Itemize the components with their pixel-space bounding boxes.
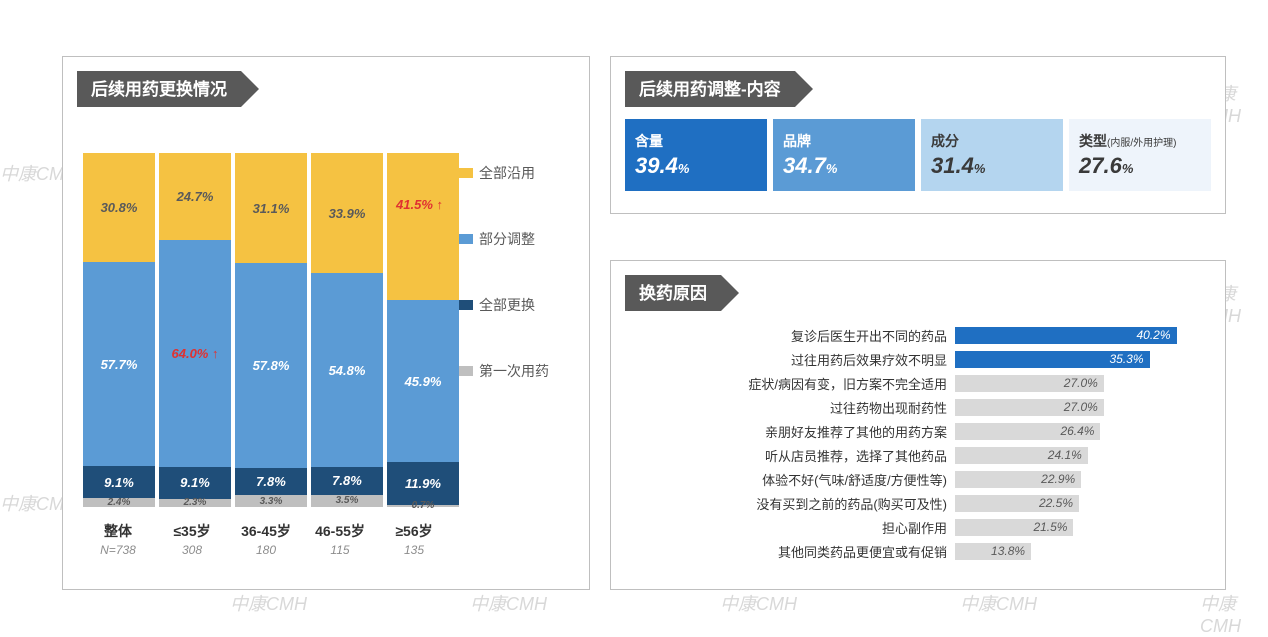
tile-value: 34.7% — [783, 153, 905, 179]
bar-segment-yellow: 30.8% — [83, 153, 155, 262]
hbar-label: 过往用药后效果疗效不明显 — [625, 350, 955, 369]
hbar-row: 过往用药后效果疗效不明显35.3% — [625, 347, 1203, 371]
bar-segment-yellow — [387, 153, 459, 300]
legend-swatch — [459, 234, 473, 244]
metric-tile: 含量39.4% — [625, 119, 767, 191]
legend-swatch — [459, 168, 473, 178]
legend-item: 全部更换 — [459, 295, 569, 315]
hbar-label: 没有买到之前的药品(购买可及性) — [625, 494, 955, 513]
panel-medication-change: 后续用药更换情况 30.8%57.7%9.1%2.4%24.7%64.0% ↑9… — [62, 56, 590, 590]
hbar-label: 复诊后医生开出不同的药品 — [625, 326, 955, 345]
legend-item: 部分调整 — [459, 229, 569, 249]
hbar-row: 过往药物出现耐药性27.0% — [625, 395, 1203, 419]
chart-legend: 全部沿用部分调整全部更换第一次用药 — [459, 163, 569, 381]
hbar: 13.8% — [955, 543, 1031, 560]
hbar-label: 体验不好(气味/舒适度/方便性等) — [625, 470, 955, 489]
tile-label: 类型(内服/外用护理) — [1079, 131, 1201, 151]
watermark: 中康CMH — [720, 590, 797, 616]
hbar: 27.0% — [955, 399, 1104, 416]
metric-tile: 成分31.4% — [921, 119, 1063, 191]
hbar: 26.4% — [955, 423, 1100, 440]
hbar-row: 复诊后医生开出不同的药品40.2% — [625, 323, 1203, 347]
legend-label: 第一次用药 — [479, 361, 549, 381]
panel-change-reasons: 换药原因 复诊后医生开出不同的药品40.2%过往用药后效果疗效不明显35.3%症… — [610, 260, 1226, 590]
hbar-label: 担心副作用 — [625, 518, 955, 537]
tile-label: 含量 — [635, 131, 757, 151]
legend-label: 部分调整 — [479, 229, 535, 249]
hbar-row: 体验不好(气味/舒适度/方便性等)22.9% — [625, 467, 1203, 491]
bar-column: 30.8%57.7%9.1%2.4% — [83, 153, 155, 507]
panel-title: 后续用药调整-内容 — [625, 71, 795, 107]
bar-segment-dark: 7.8% — [235, 468, 307, 496]
bar-segment-dark: 7.8% — [311, 467, 383, 495]
bar-segment-light: 45.9% — [387, 300, 459, 462]
bar-segment-grey: 3.3% — [235, 495, 307, 507]
bar-segment-grey: 2.3% — [159, 499, 231, 507]
legend-label: 全部沿用 — [479, 163, 535, 183]
panel-title: 换药原因 — [625, 275, 721, 311]
hbar: 24.1% — [955, 447, 1088, 464]
callout-yellow: 41.5% ↑ — [396, 197, 443, 212]
hbar-row: 担心副作用21.5% — [625, 515, 1203, 539]
panel-adjustment-content: 后续用药调整-内容 含量39.4%品牌34.7%成分31.4%类型(内服/外用护… — [610, 56, 1226, 214]
hbar-row: 听从店员推荐，选择了其他药品24.1% — [625, 443, 1203, 467]
hbar-row: 其他同类药品更便宜或有促销13.8% — [625, 539, 1203, 563]
bar-segment-light: 57.8% — [235, 263, 307, 468]
hbar-label: 亲朋好友推荐了其他的用药方案 — [625, 422, 955, 441]
bar-segment-grey: 2.4% — [83, 498, 155, 507]
tile-value: 39.4% — [635, 153, 757, 179]
tile-value: 27.6% — [1079, 153, 1201, 179]
hbar-label: 过往药物出现耐药性 — [625, 398, 955, 417]
hbar: 40.2% — [955, 327, 1177, 344]
stacked-bar-chart: 30.8%57.7%9.1%2.4%24.7%64.0% ↑9.1%2.3%31… — [83, 153, 569, 571]
hbar: 35.3% — [955, 351, 1150, 368]
hbar: 22.9% — [955, 471, 1081, 488]
bar-segment-dark: 9.1% — [83, 466, 155, 498]
hbar-row: 没有买到之前的药品(购买可及性)22.5% — [625, 491, 1203, 515]
bar-column: 33.9%54.8%7.8%3.5% — [311, 153, 383, 507]
hbar-row: 亲朋好友推荐了其他的用药方案26.4% — [625, 419, 1203, 443]
hbar: 21.5% — [955, 519, 1073, 536]
hbar: 22.5% — [955, 495, 1079, 512]
hbar-row: 症状/病因有变，旧方案不完全适用27.0% — [625, 371, 1203, 395]
bar-segment-light: 54.8% — [311, 273, 383, 467]
hbar-label: 症状/病因有变，旧方案不完全适用 — [625, 374, 955, 393]
metric-tile: 类型(内服/外用护理)27.6% — [1069, 119, 1211, 191]
bar-segment-grey: 3.5% — [311, 495, 383, 507]
bar-column: 31.1%57.8%7.8%3.3% — [235, 153, 307, 507]
tile-label: 成分 — [931, 131, 1053, 151]
legend-label: 全部更换 — [479, 295, 535, 315]
metric-tile: 品牌34.7% — [773, 119, 915, 191]
watermark: 中康CMH — [1200, 590, 1268, 637]
tile-label: 品牌 — [783, 131, 905, 151]
bar-segment-yellow: 33.9% — [311, 153, 383, 273]
bar-segment-dark: 11.9% — [387, 462, 459, 504]
bar-segment-dark: 9.1% — [159, 467, 231, 499]
x-axis-label: ≥56岁135 — [379, 513, 449, 571]
hbar-label: 听从店员推荐，选择了其他药品 — [625, 446, 955, 465]
x-axis-label: ≤35岁308 — [157, 513, 227, 571]
panel-title: 后续用药更换情况 — [77, 71, 241, 107]
bar-segment-light: 57.7% — [83, 262, 155, 466]
legend-swatch — [459, 366, 473, 376]
bar-segment-yellow: 24.7% — [159, 153, 231, 240]
legend-item: 第一次用药 — [459, 361, 569, 381]
x-axis-label: 36-45岁180 — [231, 513, 301, 571]
tile-value: 31.4% — [931, 153, 1053, 179]
x-axis-label: 46-55岁115 — [305, 513, 375, 571]
bar-segment-light: 64.0% ↑ — [159, 240, 231, 466]
bar-segment-yellow: 31.1% — [235, 153, 307, 263]
watermark: 中康CMH — [470, 590, 547, 616]
hbar: 27.0% — [955, 375, 1104, 392]
bar-column: 24.7%64.0% ↑9.1%2.3% — [159, 153, 231, 507]
legend-swatch — [459, 300, 473, 310]
x-axis-label: 整体N=738 — [83, 513, 153, 571]
legend-item: 全部沿用 — [459, 163, 569, 183]
bar-segment-grey: 0.7% — [387, 505, 459, 507]
hbar-label: 其他同类药品更便宜或有促销 — [625, 542, 955, 561]
watermark: 中康CMH — [960, 590, 1037, 616]
watermark: 中康CMH — [230, 590, 307, 616]
